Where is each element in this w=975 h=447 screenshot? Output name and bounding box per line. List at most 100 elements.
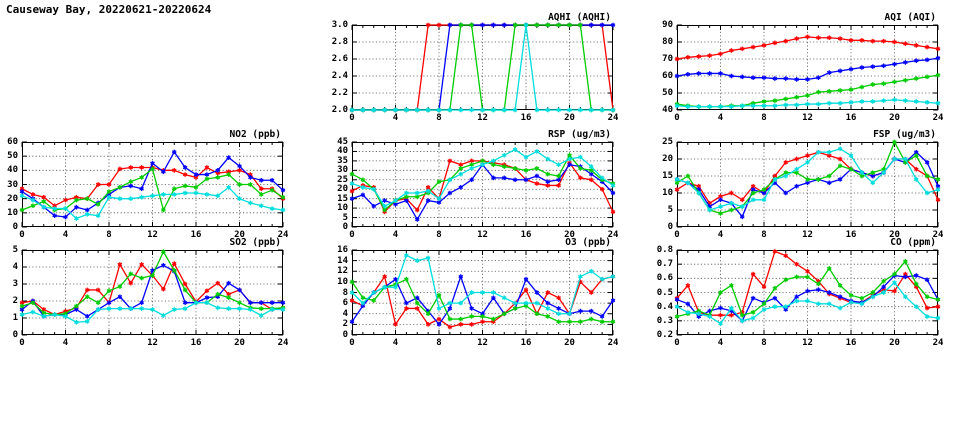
data-point-marker xyxy=(128,306,134,311)
data-point-marker xyxy=(783,96,789,102)
data-point-marker xyxy=(447,324,453,330)
data-point-marker xyxy=(739,214,745,220)
y-tick-label: 30 xyxy=(337,165,348,176)
data-point-marker xyxy=(436,196,442,201)
data-point-marker xyxy=(588,177,594,183)
data-point-marker xyxy=(816,35,821,41)
data-point-marker xyxy=(414,306,420,311)
data-point-marker xyxy=(414,107,420,113)
data-point-marker xyxy=(772,40,778,46)
data-point-marker xyxy=(794,102,799,108)
x-tick-label: 0 xyxy=(674,113,680,123)
data-point-marker xyxy=(458,322,464,327)
data-point-marker xyxy=(610,298,616,303)
data-point-marker xyxy=(117,262,123,267)
data-point-marker xyxy=(269,177,275,183)
data-point-marker xyxy=(182,165,188,170)
data-point-marker xyxy=(74,216,79,221)
y-tick-label: 0 xyxy=(667,222,673,232)
data-point-marker xyxy=(226,155,231,160)
data-point-marker xyxy=(480,319,485,325)
data-point-marker xyxy=(805,274,810,280)
y-tick-label: 40 xyxy=(337,146,348,157)
data-point-marker xyxy=(269,206,275,211)
data-point-marker xyxy=(848,66,854,72)
data-point-marker xyxy=(204,288,210,294)
data-point-marker xyxy=(545,314,551,319)
data-point-marker xyxy=(837,163,843,169)
plot-canvas-aqi xyxy=(674,24,941,111)
data-point-marker xyxy=(63,314,68,319)
data-point-marker xyxy=(523,22,529,28)
chart-panel-co: CO (ppm) 0.2 0.3 0.4 0.5 0.6 0.7 0.8 0 4 8 12 16 20 24 xyxy=(657,237,944,348)
data-point-marker xyxy=(139,194,144,200)
data-point-marker xyxy=(258,203,264,209)
chart-panel-fsp: FSP (ug/m3) 0 5 10 15 20 25 0 4 8 12 16 20 24 xyxy=(662,129,943,240)
data-point-marker xyxy=(523,287,529,293)
data-point-marker xyxy=(106,182,112,187)
data-point-marker xyxy=(870,170,876,175)
data-point-marker xyxy=(404,276,409,282)
data-point-marker xyxy=(414,190,420,196)
x-tick-label: 20 xyxy=(889,338,900,348)
x-tick-label: 20 xyxy=(234,230,245,240)
data-point-marker xyxy=(106,288,112,294)
data-point-marker xyxy=(512,306,518,311)
data-point-marker xyxy=(534,166,540,171)
x-tick-label: 20 xyxy=(564,113,575,123)
data-point-marker xyxy=(52,312,57,317)
data-point-marker xyxy=(892,288,897,294)
data-point-marker xyxy=(458,300,464,306)
data-point-marker xyxy=(360,192,366,198)
data-point-marker xyxy=(491,22,496,28)
data-point-marker xyxy=(935,177,941,182)
data-point-marker xyxy=(425,188,431,194)
data-point-marker xyxy=(258,177,264,183)
data-point-marker xyxy=(237,306,242,311)
data-point-marker xyxy=(469,322,474,327)
data-point-marker xyxy=(458,185,464,190)
data-point-marker xyxy=(501,295,507,301)
data-point-marker xyxy=(924,44,930,50)
data-point-marker xyxy=(491,316,496,322)
data-point-marker xyxy=(870,82,876,87)
data-point-marker xyxy=(19,193,25,199)
data-point-marker xyxy=(816,281,821,287)
data-point-marker xyxy=(729,312,734,318)
plot-canvas-no2 xyxy=(19,141,286,228)
data-point-marker xyxy=(805,288,810,294)
x-tick-label: 16 xyxy=(520,230,532,240)
data-point-marker xyxy=(718,211,723,216)
data-point-marker xyxy=(772,249,778,254)
data-point-marker xyxy=(501,311,507,317)
data-point-marker xyxy=(41,199,47,204)
data-point-marker xyxy=(707,71,712,76)
data-point-marker xyxy=(805,101,810,107)
data-point-marker xyxy=(534,290,540,295)
data-point-marker xyxy=(215,168,221,173)
data-point-marker xyxy=(739,46,745,52)
data-point-marker xyxy=(523,300,529,306)
data-point-marker xyxy=(935,46,941,52)
data-point-marker xyxy=(794,274,799,280)
data-point-marker xyxy=(739,318,745,324)
data-point-marker xyxy=(360,300,366,306)
data-point-marker xyxy=(447,107,453,113)
data-point-marker xyxy=(674,103,680,109)
data-point-marker xyxy=(280,187,286,193)
chart-title-rsp: RSP (ug/m3) xyxy=(548,129,611,140)
chart-panel-aqi: AQI (AQI) 40 50 60 70 80 90 0 4 8 12 16 20 24 xyxy=(662,12,943,123)
data-point-marker xyxy=(360,295,366,301)
data-point-marker xyxy=(128,196,134,201)
y-tick-label: 70 xyxy=(662,54,673,64)
data-point-marker xyxy=(382,284,387,290)
x-tick-label: 4 xyxy=(392,113,399,123)
data-point-marker xyxy=(193,185,199,190)
data-point-marker xyxy=(870,294,876,300)
data-point-marker xyxy=(117,196,123,201)
x-tick-label: 0 xyxy=(349,230,355,240)
data-point-marker xyxy=(480,107,485,113)
data-point-marker xyxy=(903,274,908,280)
data-point-marker xyxy=(469,22,474,28)
data-point-marker xyxy=(892,139,897,145)
